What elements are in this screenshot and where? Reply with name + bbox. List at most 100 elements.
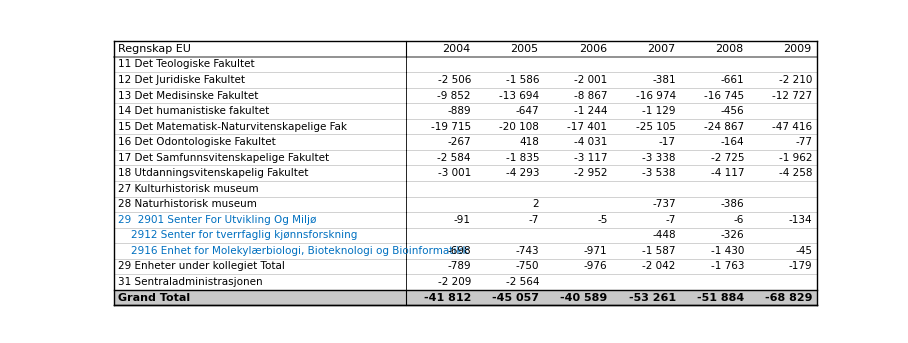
Text: -2 210: -2 210 xyxy=(779,75,813,85)
Text: -47 416: -47 416 xyxy=(772,122,813,132)
Text: 29  2901 Senter For Utvikling Og Miljø: 29 2901 Senter For Utvikling Og Miljø xyxy=(118,215,316,225)
Bar xyxy=(114,212,817,228)
Text: -51 884: -51 884 xyxy=(696,293,744,303)
Text: -53 261: -53 261 xyxy=(628,293,676,303)
Text: -20 108: -20 108 xyxy=(499,122,539,132)
Text: -3 538: -3 538 xyxy=(642,168,676,178)
Text: -164: -164 xyxy=(720,137,744,147)
Text: -2 584: -2 584 xyxy=(438,153,471,163)
Text: 418: 418 xyxy=(519,137,539,147)
Text: 11 Det Teologiske Fakultet: 11 Det Teologiske Fakultet xyxy=(118,59,254,70)
Text: -448: -448 xyxy=(652,230,676,240)
Bar xyxy=(114,181,817,197)
Text: -2 952: -2 952 xyxy=(574,168,607,178)
Text: -1 763: -1 763 xyxy=(711,261,744,271)
Bar xyxy=(114,290,817,305)
Text: 27 Kulturhistorisk museum: 27 Kulturhistorisk museum xyxy=(118,184,259,194)
Bar xyxy=(114,119,817,134)
Text: -77: -77 xyxy=(795,137,813,147)
Text: 17 Det Samfunnsvitenskapelige Fakultet: 17 Det Samfunnsvitenskapelige Fakultet xyxy=(118,153,329,163)
Text: -7: -7 xyxy=(666,215,676,225)
Text: 2004: 2004 xyxy=(442,44,470,54)
Bar xyxy=(114,259,817,274)
Text: -12 727: -12 727 xyxy=(772,91,813,100)
Text: -6: -6 xyxy=(734,215,744,225)
Text: 15 Det Matematisk-Naturvitenskapelige Fak: 15 Det Matematisk-Naturvitenskapelige Fa… xyxy=(118,122,347,132)
Text: -647: -647 xyxy=(516,106,539,116)
Text: -24 867: -24 867 xyxy=(704,122,744,132)
Text: 28 Naturhistorisk museum: 28 Naturhistorisk museum xyxy=(118,199,257,209)
Text: -1 129: -1 129 xyxy=(642,106,676,116)
Text: 14 Det humanistiske fakultet: 14 Det humanistiske fakultet xyxy=(118,106,269,116)
Text: -3 117: -3 117 xyxy=(574,153,607,163)
Text: -4 117: -4 117 xyxy=(711,168,744,178)
Text: 18 Utdanningsvitenskapelig Fakultet: 18 Utdanningsvitenskapelig Fakultet xyxy=(118,168,308,178)
Bar xyxy=(114,274,817,290)
Text: -8 867: -8 867 xyxy=(574,91,607,100)
Text: -17: -17 xyxy=(659,137,676,147)
Text: -750: -750 xyxy=(516,261,539,271)
Text: -4 031: -4 031 xyxy=(574,137,607,147)
Text: -698: -698 xyxy=(448,246,471,256)
Text: -2 506: -2 506 xyxy=(438,75,471,85)
Text: -976: -976 xyxy=(584,261,607,271)
Text: -40 589: -40 589 xyxy=(560,293,607,303)
Text: -45: -45 xyxy=(795,246,813,256)
Text: -2 725: -2 725 xyxy=(711,153,744,163)
Text: -1 962: -1 962 xyxy=(779,153,813,163)
Text: -326: -326 xyxy=(720,230,744,240)
Bar xyxy=(114,165,817,181)
Text: -2 042: -2 042 xyxy=(642,261,676,271)
Bar xyxy=(114,134,817,150)
Text: -17 401: -17 401 xyxy=(568,122,607,132)
Text: -4 293: -4 293 xyxy=(506,168,539,178)
Text: -2 001: -2 001 xyxy=(574,75,607,85)
Text: Regnskap EU: Regnskap EU xyxy=(118,44,191,54)
Bar xyxy=(114,150,817,165)
Text: -267: -267 xyxy=(448,137,471,147)
Bar xyxy=(114,72,817,88)
Text: -3 001: -3 001 xyxy=(438,168,471,178)
Text: -68 829: -68 829 xyxy=(765,293,813,303)
Text: -1 586: -1 586 xyxy=(506,75,539,85)
Text: -4 258: -4 258 xyxy=(779,168,813,178)
Text: -91: -91 xyxy=(454,215,471,225)
Bar xyxy=(114,197,817,212)
Text: -743: -743 xyxy=(516,246,539,256)
Text: -3 338: -3 338 xyxy=(642,153,676,163)
Text: 31 Sentraladministrasjonen: 31 Sentraladministrasjonen xyxy=(118,277,262,287)
Text: -134: -134 xyxy=(789,215,813,225)
Text: -381: -381 xyxy=(652,75,676,85)
Bar xyxy=(114,243,817,259)
Text: -889: -889 xyxy=(448,106,471,116)
Text: -971: -971 xyxy=(584,246,607,256)
Text: 29 Enheter under kollegiet Total: 29 Enheter under kollegiet Total xyxy=(118,261,284,271)
Bar xyxy=(114,103,817,119)
Text: -456: -456 xyxy=(720,106,744,116)
Text: -25 105: -25 105 xyxy=(636,122,676,132)
Text: -13 694: -13 694 xyxy=(499,91,539,100)
Bar xyxy=(114,57,817,72)
Text: -45 057: -45 057 xyxy=(492,293,539,303)
Text: -386: -386 xyxy=(720,199,744,209)
Text: -16 974: -16 974 xyxy=(636,91,676,100)
Text: -789: -789 xyxy=(448,261,471,271)
Text: 2912 Senter for tverrfaglig kjønnsforskning: 2912 Senter for tverrfaglig kjønnsforskn… xyxy=(118,230,357,240)
Text: -2 564: -2 564 xyxy=(506,277,539,287)
Text: -7: -7 xyxy=(528,215,539,225)
Text: -1 430: -1 430 xyxy=(711,246,744,256)
Bar xyxy=(114,41,817,57)
Text: 2009: 2009 xyxy=(784,44,812,54)
Text: -1 587: -1 587 xyxy=(642,246,676,256)
Text: Grand Total: Grand Total xyxy=(118,293,190,303)
Text: -5: -5 xyxy=(597,215,607,225)
Text: -1 835: -1 835 xyxy=(506,153,539,163)
Text: -16 745: -16 745 xyxy=(704,91,744,100)
Text: 2007: 2007 xyxy=(646,44,675,54)
Text: -179: -179 xyxy=(789,261,813,271)
Text: -19 715: -19 715 xyxy=(431,122,471,132)
Text: -737: -737 xyxy=(652,199,676,209)
Text: 2006: 2006 xyxy=(578,44,607,54)
Text: 16 Det Odontologiske Fakultet: 16 Det Odontologiske Fakultet xyxy=(118,137,275,147)
Text: -661: -661 xyxy=(720,75,744,85)
